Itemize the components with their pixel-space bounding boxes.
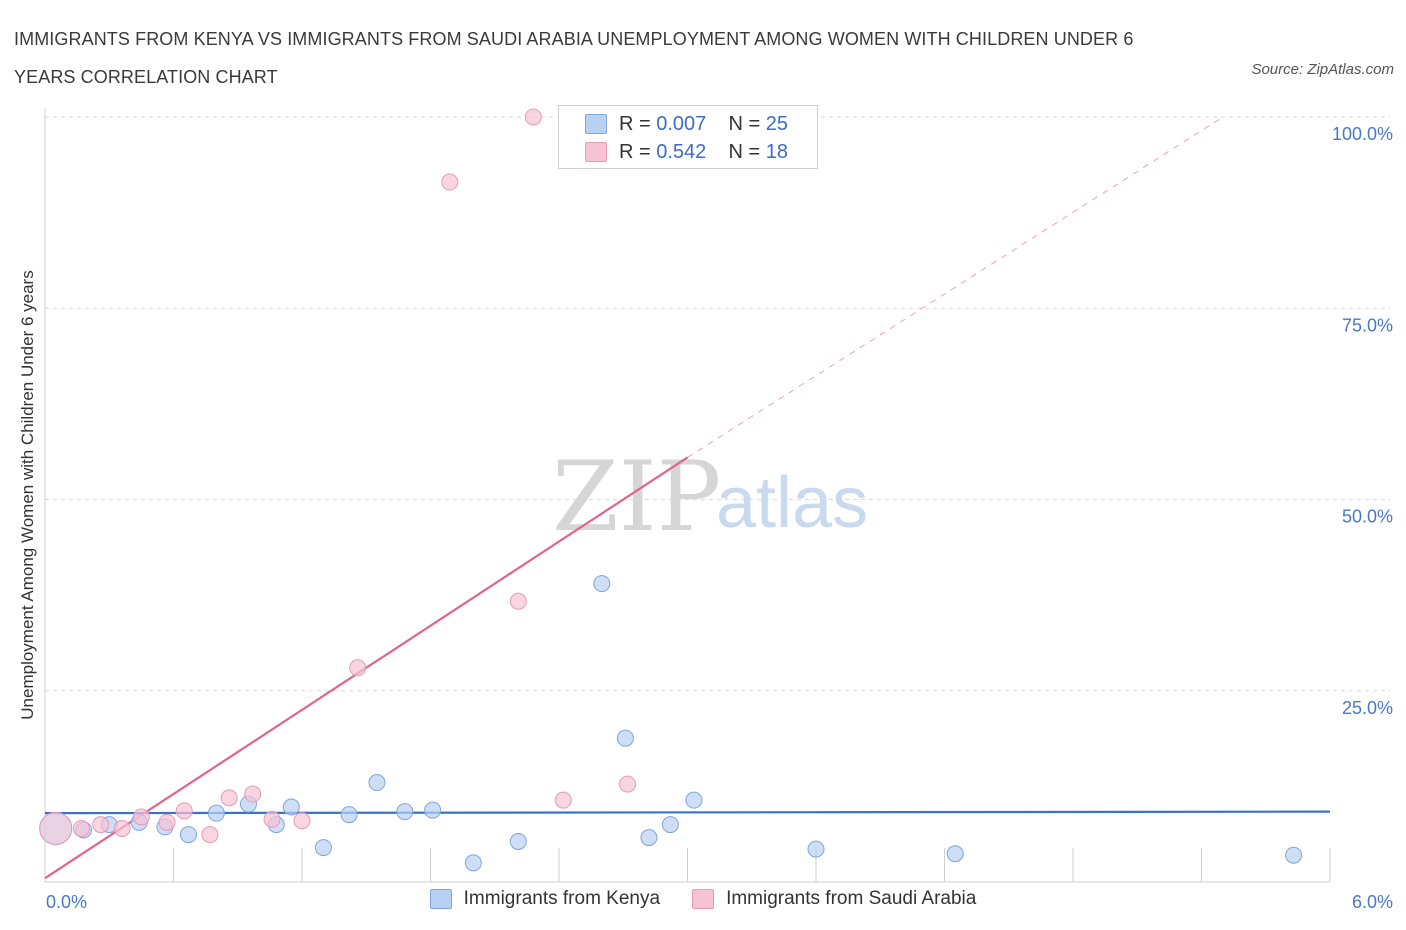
kenya-point [640,829,658,847]
kenya-swatch [585,114,607,134]
y-tick-label: 50.0% [1342,507,1393,527]
data-points [39,108,1303,872]
saudi-point [349,659,367,677]
saudi-point [39,811,73,845]
saudi-point [72,819,90,837]
saudi-trend-extension [687,116,1224,458]
saudi-point [175,802,193,820]
source-label: Source: ZipAtlas.com [1251,61,1394,78]
saudi-swatch [585,142,607,162]
saudi-point [92,816,110,834]
axes [44,108,1331,883]
n-label: N = [728,140,761,163]
legend-label-kenya: Immigrants from Kenya [463,888,661,909]
kenya-trend-line [44,810,1331,815]
stats-legend: R = 0.007 N = 25 R = 0.542 N = 18 [558,105,818,169]
legend-row-kenya: R = 0.007 N = 25 [585,111,788,137]
gridlines [45,116,1390,692]
y-tick-label: 25.0% [1342,698,1393,718]
series-legend: Immigrants from Kenya Immigrants from Sa… [0,888,1406,910]
kenya-point [368,774,386,792]
kenya-point [314,839,332,857]
x-tick-label-max: 6.0% [1352,892,1393,912]
saudi-point [619,775,637,793]
r-label: R = [619,112,651,135]
kenya-point [179,826,197,844]
chart-title: IMMIGRANTS FROM KENYA VS IMMIGRANTS FROM… [14,29,1134,87]
kenya-point [616,729,634,747]
saudi-point [441,173,459,191]
y-tick-label: 100.0% [1332,124,1393,144]
saudi-point [524,108,542,126]
x-tick-label-min: 0.0% [46,892,87,912]
n-value: 18 [765,140,789,163]
kenya-swatch [429,889,452,909]
watermark-zip: ZIP [552,441,721,553]
legend-label-saudi: Immigrants from Saudi Arabia [726,888,977,909]
saudi-point [201,826,219,844]
n-label: N = [728,112,761,135]
saudi-point [293,812,311,830]
saudi-point [263,810,281,828]
kenya-point [946,845,964,863]
kenya-point [685,791,703,809]
saudi-point [509,592,527,610]
y-tick-labels: 100.0% 75.0% 50.0% 25.0% [1332,124,1393,718]
saudi-point [132,808,150,826]
n-value: 25 [765,112,789,135]
kenya-point [464,854,482,872]
legend-item-kenya[interactable]: Immigrants from Kenya [429,888,661,910]
saudi-point [554,791,572,809]
saudi-trend-line [44,456,689,880]
saudi-point [244,785,262,803]
saudi-swatch [692,889,715,909]
kenya-point [509,832,527,850]
kenya-point [207,804,225,822]
r-value: 0.007 [656,112,707,135]
kenya-point [593,575,611,593]
watermark-atlas: atlas [716,463,868,543]
kenya-point [807,840,825,858]
kenya-point [661,816,679,834]
saudi-point [158,813,176,831]
kenya-point [1285,846,1303,864]
y-tick-label: 75.0% [1342,315,1393,335]
kenya-point [396,803,414,821]
legend-item-saudi[interactable]: Immigrants from Saudi Arabia [692,888,976,910]
legend-row-saudi: R = 0.542 N = 18 [585,139,788,165]
trend-lines [44,116,1331,880]
saudi-point [220,789,238,807]
r-label: R = [619,140,651,163]
kenya-point [282,798,300,816]
saudi-point [113,819,131,837]
kenya-point [424,801,442,819]
kenya-point [340,806,358,824]
r-value: 0.542 [656,140,707,163]
